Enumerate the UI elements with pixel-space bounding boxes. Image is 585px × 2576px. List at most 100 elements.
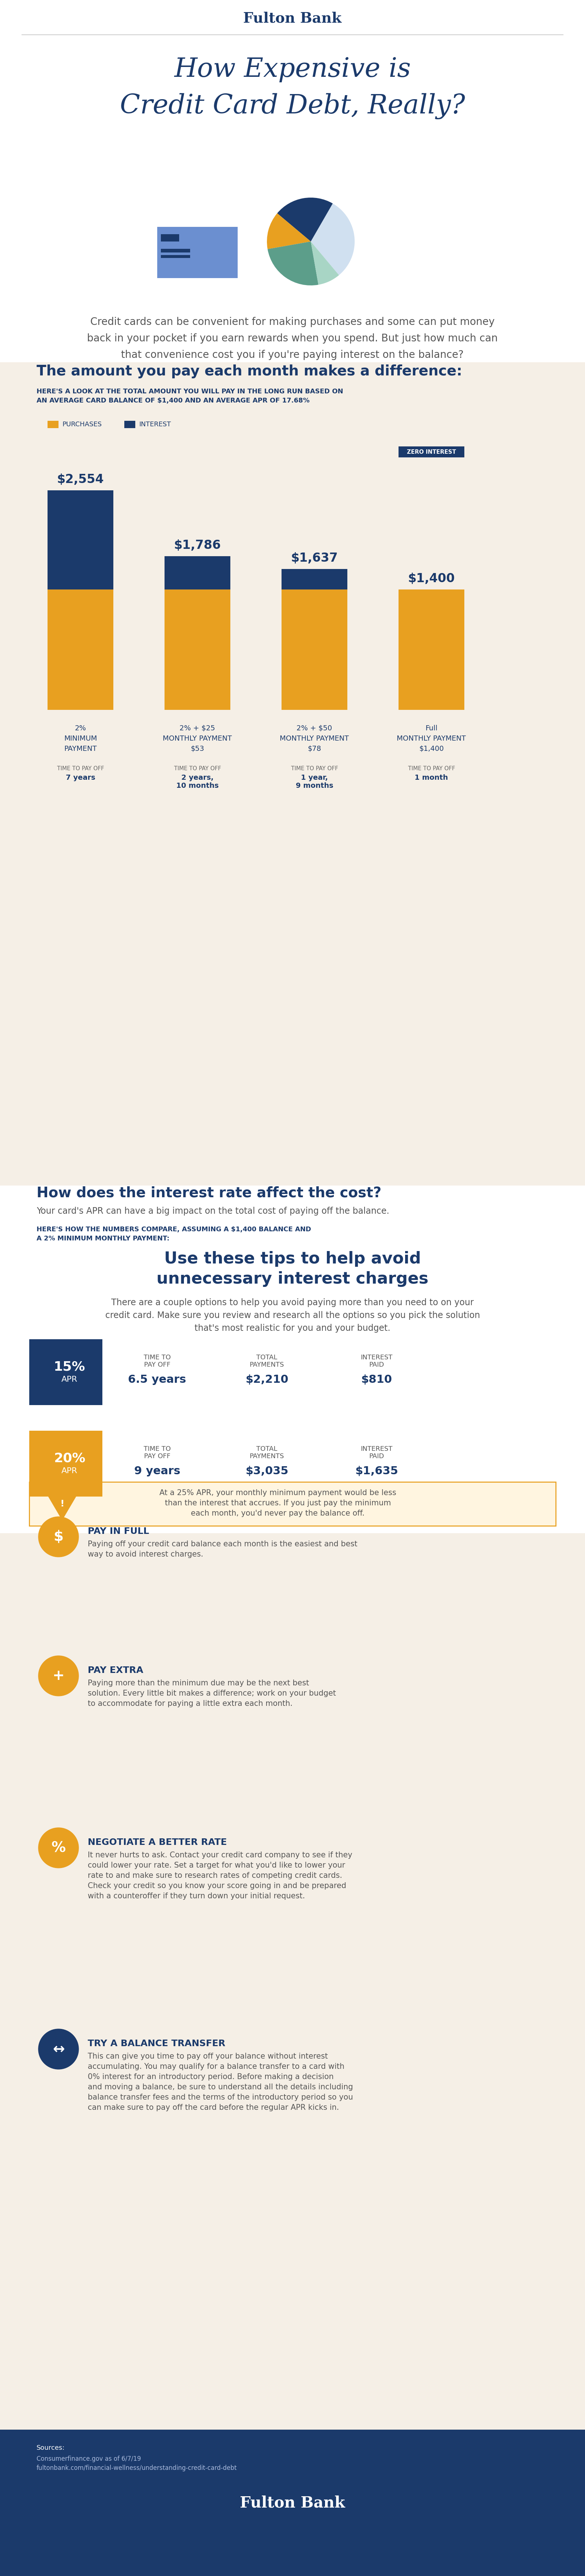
Text: Credit cards can be convenient for making purchases and some can put money: Credit cards can be convenient for makin… <box>90 317 495 327</box>
Text: TIME TO
PAY OFF: TIME TO PAY OFF <box>144 1355 171 1368</box>
Wedge shape <box>267 242 318 286</box>
Text: solution. Every little bit makes a difference; work on your budget: solution. Every little bit makes a diffe… <box>88 1690 336 1698</box>
Bar <box>164 556 230 590</box>
Circle shape <box>39 2030 78 2069</box>
Bar <box>0 0 585 33</box>
Text: $78: $78 <box>308 744 321 752</box>
Text: TRY A BALANCE TRANSFER: TRY A BALANCE TRANSFER <box>88 2040 225 2048</box>
Text: 2% + $50: 2% + $50 <box>297 724 332 732</box>
Text: way to avoid interest charges.: way to avoid interest charges. <box>88 1551 203 1558</box>
Text: to accommodate for paying a little extra each month.: to accommodate for paying a little extra… <box>88 1700 292 1708</box>
Bar <box>161 255 190 258</box>
Text: 20%: 20% <box>54 1453 85 1463</box>
Circle shape <box>39 1656 78 1695</box>
Bar <box>0 363 585 1185</box>
Text: than the interest that accrues. If you just pay the minimum: than the interest that accrues. If you j… <box>165 1499 391 1507</box>
Text: $53: $53 <box>191 744 204 752</box>
Text: 2% + $25: 2% + $25 <box>180 724 215 732</box>
Text: Sources:: Sources: <box>36 2445 65 2452</box>
Bar <box>29 1340 102 1404</box>
Circle shape <box>42 1437 97 1492</box>
Text: $: $ <box>54 1530 63 1543</box>
Bar <box>161 234 179 242</box>
Bar <box>0 1185 585 1533</box>
Bar <box>124 420 135 428</box>
Text: each month, you'd never pay the balance off.: each month, you'd never pay the balance … <box>191 1510 364 1517</box>
Text: 7 years: 7 years <box>66 773 95 781</box>
Text: credit card. Make sure you review and research all the options so you pick the s: credit card. Make sure you review and re… <box>105 1311 480 1319</box>
Text: 10 months: 10 months <box>176 783 219 788</box>
Bar <box>0 307 585 363</box>
Bar <box>398 590 464 711</box>
Text: fultonbank.com/financial-wellness/understanding-credit-card-debt: fultonbank.com/financial-wellness/unders… <box>36 2465 237 2470</box>
Circle shape <box>39 1829 78 1868</box>
Text: APR: APR <box>61 1376 77 1383</box>
Text: There are a couple options to help you avoid paying more than you need to on you: There are a couple options to help you a… <box>111 1298 474 1306</box>
Text: balance transfer fees and the terms of the introductory period so you: balance transfer fees and the terms of t… <box>88 2094 353 2102</box>
Bar <box>398 446 464 459</box>
Text: $2,554: $2,554 <box>57 474 104 484</box>
Text: $1,786: $1,786 <box>174 538 221 551</box>
Text: 2 years,: 2 years, <box>181 773 214 781</box>
Text: could lower your rate. Set a target for what you'd like to lower your: could lower your rate. Set a target for … <box>88 1862 345 1870</box>
Text: ZERO INTEREST: ZERO INTEREST <box>407 448 456 453</box>
Text: MONTHLY PAYMENT: MONTHLY PAYMENT <box>397 734 466 742</box>
Text: INTEREST: INTEREST <box>139 420 171 428</box>
Circle shape <box>42 1345 97 1399</box>
Bar <box>161 250 190 252</box>
Bar <box>0 1533 585 2429</box>
Text: HERE'S HOW THE NUMBERS COMPARE, ASSUMING A $1,400 BALANCE AND: HERE'S HOW THE NUMBERS COMPARE, ASSUMING… <box>36 1226 311 1234</box>
Text: $3,035: $3,035 <box>245 1466 288 1476</box>
Text: HERE'S A LOOK AT THE TOTAL AMOUNT YOU WILL PAY IN THE LONG RUN BASED ON: HERE'S A LOOK AT THE TOTAL AMOUNT YOU WI… <box>36 389 343 394</box>
Text: Fulton Bank: Fulton Bank <box>240 2496 345 2512</box>
Text: Check your credit so you know your score going in and be prepared: Check your credit so you know your score… <box>88 1883 346 1891</box>
Text: A 2% MINIMUM MONTHLY PAYMENT:: A 2% MINIMUM MONTHLY PAYMENT: <box>36 1236 170 1242</box>
Text: $1,637: $1,637 <box>291 551 338 564</box>
Bar <box>157 227 238 278</box>
Bar <box>281 590 347 711</box>
Text: PAY EXTRA: PAY EXTRA <box>88 1667 143 1674</box>
Bar <box>0 1234 585 1425</box>
Text: MINIMUM: MINIMUM <box>64 734 97 742</box>
Bar <box>164 590 230 711</box>
Text: INTEREST
PAID: INTEREST PAID <box>360 1355 393 1368</box>
Text: unnecessary interest charges: unnecessary interest charges <box>157 1270 428 1288</box>
Text: +: + <box>53 1669 64 1682</box>
Text: AN AVERAGE CARD BALANCE OF $1,400 AND AN AVERAGE APR OF 17.68%: AN AVERAGE CARD BALANCE OF $1,400 AND AN… <box>36 397 309 404</box>
Text: TIME TO PAY OFF: TIME TO PAY OFF <box>57 765 104 770</box>
Bar <box>0 2429 585 2576</box>
Text: with a counteroffer if they turn down your initial request.: with a counteroffer if they turn down yo… <box>88 1893 305 1901</box>
Text: !: ! <box>60 1499 64 1510</box>
Text: MONTHLY PAYMENT: MONTHLY PAYMENT <box>280 734 349 742</box>
Text: TIME TO PAY OFF: TIME TO PAY OFF <box>291 765 338 770</box>
Text: At a 25% APR, your monthly minimum payment would be less: At a 25% APR, your monthly minimum payme… <box>160 1489 396 1497</box>
Text: Fulton Bank: Fulton Bank <box>243 10 342 26</box>
Text: INTEREST
PAID: INTEREST PAID <box>360 1445 393 1461</box>
Text: $2,210: $2,210 <box>245 1373 288 1386</box>
Text: back in your pocket if you earn rewards when you spend. But just how much can: back in your pocket if you earn rewards … <box>87 332 498 343</box>
Text: TOTAL
PAYMENTS: TOTAL PAYMENTS <box>250 1355 284 1368</box>
Bar <box>29 1481 556 1525</box>
Text: How Expensive is: How Expensive is <box>174 57 411 82</box>
Text: can make sure to pay off the card before the regular APR kicks in.: can make sure to pay off the card before… <box>88 2105 339 2112</box>
Text: NEGOTIATE A BETTER RATE: NEGOTIATE A BETTER RATE <box>88 1837 227 1847</box>
Bar <box>29 1430 102 1497</box>
Text: 6.5 years: 6.5 years <box>128 1373 186 1386</box>
Text: that convenience cost you if you're paying interest on the balance?: that convenience cost you if you're payi… <box>121 350 464 361</box>
Text: This can give you time to pay off your balance without interest: This can give you time to pay off your b… <box>88 2053 328 2061</box>
Text: PAY IN FULL: PAY IN FULL <box>88 1528 149 1535</box>
Text: How does the interest rate affect the cost?: How does the interest rate affect the co… <box>36 1185 381 1200</box>
Text: 0% interest for an introductory period. Before making a decision: 0% interest for an introductory period. … <box>88 2074 333 2081</box>
Text: 2%: 2% <box>75 724 86 732</box>
Text: PURCHASES: PURCHASES <box>62 420 102 428</box>
Text: APR: APR <box>61 1468 77 1473</box>
Text: TOTAL
PAYMENTS: TOTAL PAYMENTS <box>250 1445 284 1461</box>
Text: Paying off your credit card balance each month is the easiest and best: Paying off your credit card balance each… <box>88 1540 357 1548</box>
Text: 9 years: 9 years <box>134 1466 180 1476</box>
Polygon shape <box>44 1489 81 1520</box>
Bar <box>47 489 113 590</box>
Bar <box>0 116 585 307</box>
Text: Use these tips to help avoid: Use these tips to help avoid <box>164 1252 421 1267</box>
Text: 15%: 15% <box>54 1360 85 1373</box>
Circle shape <box>39 1517 78 1556</box>
